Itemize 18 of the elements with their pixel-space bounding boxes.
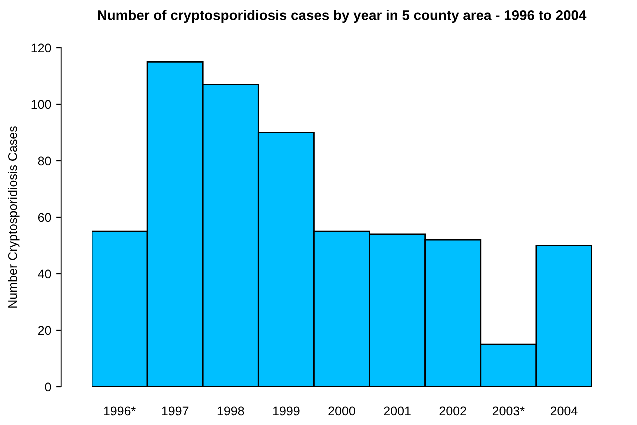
y-tick-label: 40 [38, 270, 52, 279]
x-tick-label: 2001 [384, 406, 411, 416]
y-tick-label: 80 [38, 156, 52, 166]
y-tick-label: 20 [38, 326, 52, 336]
x-tick-label: 2000 [328, 406, 356, 416]
y-tick-label: 60 [38, 213, 52, 222]
y-axis-title: Number Cryptosporidiosis Cases [8, 126, 20, 308]
x-tick-label: 1999 [273, 406, 300, 416]
x-tick-label: 1997 [162, 406, 189, 416]
x-tick-label: 2004 [550, 406, 578, 416]
y-tick-label: 100 [32, 100, 52, 110]
x-tick-label: 2003* [492, 406, 525, 416]
x-tick-label: 1996* [104, 406, 136, 416]
x-tick-label: 2002 [440, 406, 466, 416]
y-tick-label: 120 [32, 44, 52, 53]
x-tick-label: 1998 [218, 406, 244, 416]
chart-title: Number of cryptosporidiosis cases by year in 5 county area - 1996 to 2004 [98, 10, 587, 24]
y-tick-label: 0 [45, 382, 52, 392]
